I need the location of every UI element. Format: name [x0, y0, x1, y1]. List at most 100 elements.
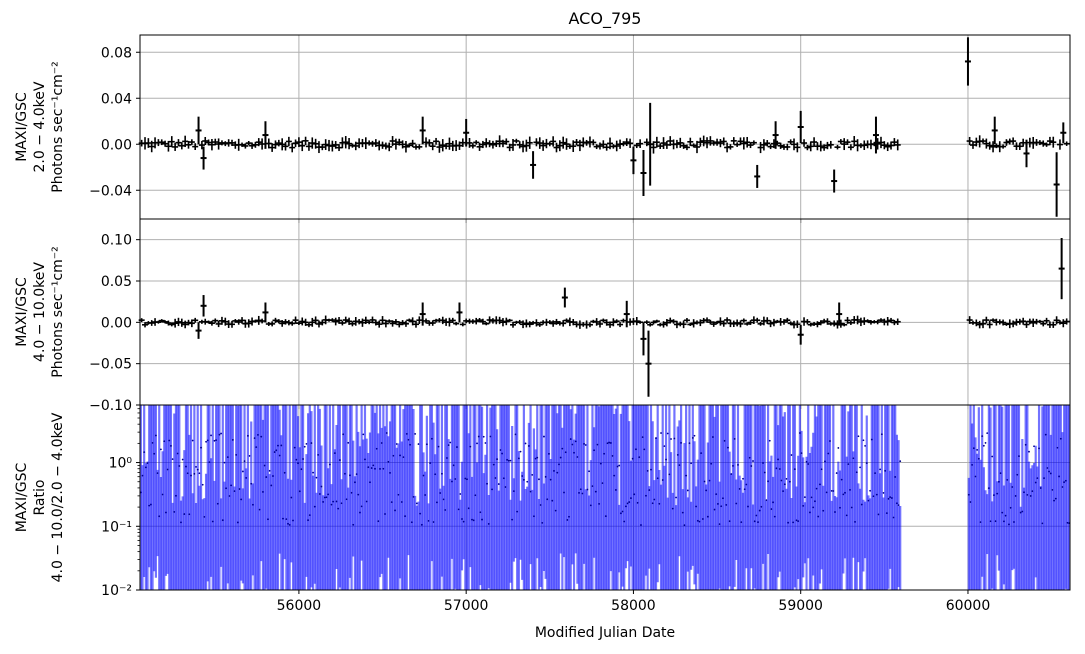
- ratio-point: [556, 471, 559, 474]
- ratio-point: [282, 517, 284, 520]
- ratio-point: [522, 478, 525, 481]
- ratio-point: [481, 518, 483, 521]
- chart-title: ACO_795: [569, 9, 642, 29]
- ratio-point: [310, 442, 313, 444]
- ratio-point: [847, 463, 850, 466]
- ratio-point: [273, 451, 276, 453]
- ratio-point: [655, 437, 657, 439]
- y-tick-label: 10⁻¹: [101, 519, 132, 535]
- ratio-point: [173, 511, 176, 513]
- ratio-point: [713, 508, 716, 511]
- ratio-point: [845, 514, 848, 517]
- ratio-point: [865, 462, 868, 465]
- y-tick-label: 0.00: [101, 315, 132, 331]
- ratio-point: [768, 439, 771, 442]
- ratio-point: [604, 515, 607, 518]
- ratio-point: [375, 447, 378, 450]
- ratio-point: [1006, 478, 1009, 481]
- ratio-point: [586, 488, 589, 491]
- ratio-point: [722, 497, 724, 500]
- ratio-point: [1056, 446, 1059, 449]
- ratio-point: [1033, 445, 1035, 448]
- ratio-point: [205, 440, 207, 443]
- ratio-point: [464, 477, 467, 480]
- ratio-point: [441, 472, 443, 475]
- ratio-point: [404, 515, 407, 518]
- y-tick-label: 0.10: [101, 233, 132, 249]
- ratio-point: [777, 458, 780, 461]
- ratio-point: [879, 468, 882, 471]
- ratio-point: [758, 509, 761, 512]
- ratio-point: [241, 470, 244, 473]
- ratio-point: [783, 483, 786, 486]
- y-tick-label: 0.04: [101, 91, 132, 107]
- ratio-point: [671, 507, 674, 510]
- ratio-point: [663, 445, 666, 448]
- ratio-point: [750, 465, 753, 467]
- ratio-point: [830, 489, 833, 492]
- ratio-point: [1053, 499, 1056, 502]
- ratio-point: [342, 433, 345, 436]
- ratio-point: [646, 470, 649, 472]
- ratio-point: [700, 452, 703, 454]
- ratio-point: [200, 446, 202, 449]
- ratio-point: [810, 496, 813, 499]
- ratio-point: [1051, 488, 1054, 491]
- ratio-point: [834, 511, 836, 513]
- ratio-point: [745, 483, 748, 486]
- ratio-point: [563, 491, 565, 494]
- ratio-point: [380, 442, 383, 444]
- ratio-point: [638, 456, 641, 459]
- ratio-point: [1013, 521, 1015, 523]
- ratio-point: [195, 465, 197, 468]
- ratio-point: [589, 504, 592, 507]
- ratio-point: [151, 441, 154, 444]
- ratio-point: [1036, 477, 1039, 479]
- ratio-point: [619, 512, 622, 515]
- y-tick-label: −0.10: [89, 398, 132, 414]
- ratio-point: [656, 477, 659, 480]
- x-tick-label: 57000: [444, 598, 489, 614]
- ratio-point: [390, 501, 393, 504]
- ratio-point: [1029, 495, 1032, 497]
- ratio-point: [1023, 491, 1025, 494]
- ratio-point: [427, 520, 430, 522]
- ratio-point: [327, 493, 330, 496]
- ratio-point: [1054, 497, 1057, 500]
- ratio-point: [546, 498, 549, 501]
- ratio-point: [1044, 433, 1047, 436]
- data-marks: [139, 405, 1071, 590]
- ratio-point: [494, 477, 497, 479]
- ratio-point: [812, 506, 815, 509]
- ratio-point: [633, 493, 636, 496]
- ratio-point: [874, 472, 877, 475]
- ratio-point: [365, 500, 368, 503]
- ratio-point: [333, 452, 336, 454]
- ratio-point: [405, 432, 408, 435]
- ratio-point: [246, 434, 249, 437]
- data-marks: [138, 37, 1070, 217]
- ratio-point: [840, 478, 843, 481]
- ratio-point: [578, 491, 580, 494]
- ratio-point: [802, 504, 805, 507]
- y-axis-label: Photons sec⁻¹cm⁻²: [50, 61, 66, 193]
- ratio-point: [807, 463, 810, 465]
- ratio-point: [472, 519, 475, 522]
- y-tick-label: −0.04: [89, 183, 132, 199]
- ratio-point: [596, 443, 599, 446]
- ratio-point: [661, 479, 664, 481]
- ratio-point: [969, 501, 972, 503]
- ratio-point: [673, 437, 676, 440]
- ratio-point: [469, 445, 472, 448]
- ratio-point: [757, 521, 759, 524]
- ratio-point: [780, 479, 783, 482]
- ratio-point: [215, 439, 218, 442]
- ratio-point: [650, 468, 652, 471]
- ratio-point: [414, 433, 417, 435]
- ratio-point: [287, 522, 289, 525]
- ratio-point: [457, 508, 460, 511]
- ratio-point: [651, 502, 654, 505]
- ratio-point: [1026, 493, 1029, 496]
- ratio-point: [439, 492, 442, 494]
- ratio-point: [303, 445, 306, 448]
